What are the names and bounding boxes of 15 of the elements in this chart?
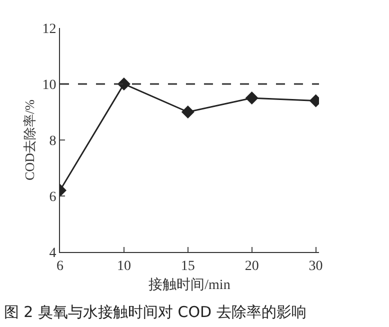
point xyxy=(245,92,258,104)
y-tick-label: 10 xyxy=(42,78,56,93)
point xyxy=(181,106,194,118)
text: 图 2 臭氧与水接触时间对 COD 去除率的影响 xyxy=(4,303,306,322)
x-tick-label: 15 xyxy=(180,258,195,274)
y-tick-label: 12 xyxy=(42,22,56,37)
y-tick-label: 8 xyxy=(49,134,56,149)
x-tick-label: 30 xyxy=(308,258,323,274)
x-tick-label: 10 xyxy=(116,258,131,274)
y-axis-title: COD去除率/% xyxy=(22,99,38,180)
y-tick-label: 4 xyxy=(49,246,56,261)
x-axis-title: 接触时间/min xyxy=(148,277,230,294)
x-tick-label: 20 xyxy=(244,258,259,274)
point xyxy=(117,78,130,90)
y-tick-label: 6 xyxy=(49,190,56,205)
